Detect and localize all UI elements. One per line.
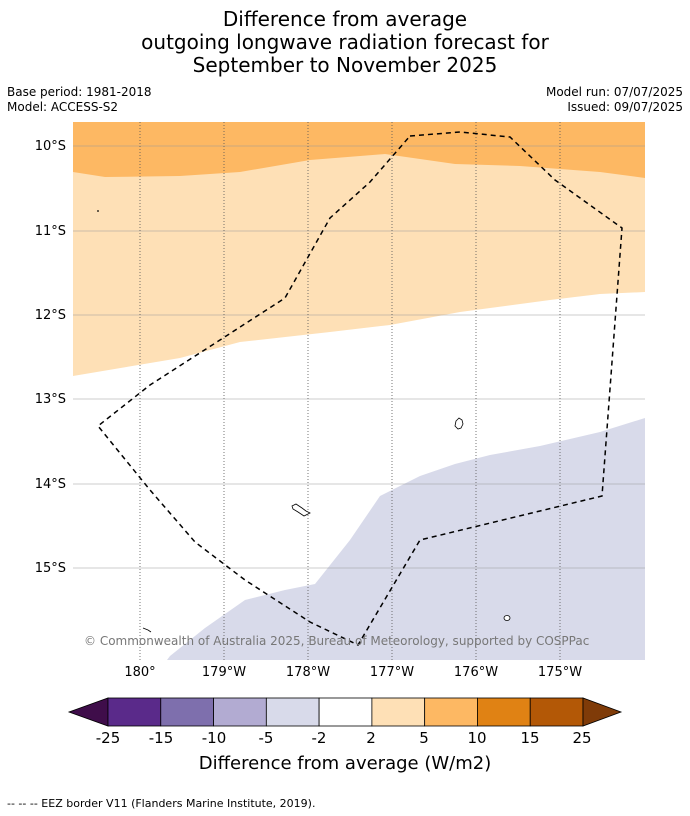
colorbar-title: Difference from average (W/m2) bbox=[198, 753, 492, 774]
island-shape bbox=[454, 417, 464, 430]
colorbar-segment bbox=[107, 697, 162, 727]
eez-border bbox=[96, 131, 623, 646]
colorbar-segment bbox=[529, 697, 584, 727]
island-shape bbox=[291, 503, 311, 517]
latitude-label: 12°S bbox=[34, 308, 66, 323]
colorbar-segment bbox=[424, 697, 478, 727]
longitude-label: 179°W bbox=[201, 665, 247, 680]
title-line-3: September to November 2025 bbox=[192, 53, 498, 77]
latitude-label: 15°S bbox=[34, 561, 66, 576]
latitude-gridlines bbox=[73, 145, 645, 569]
anomaly-region-2-to-5 bbox=[73, 122, 645, 376]
colorbar-tick-label: 2 bbox=[366, 729, 376, 747]
island-shape bbox=[503, 615, 511, 621]
colorbar-tick-label: 15 bbox=[520, 729, 540, 747]
chart-title: Difference from average outgoing longwav… bbox=[0, 8, 690, 77]
colorbar-segment bbox=[477, 697, 531, 727]
latitude-label: 13°S bbox=[34, 392, 66, 407]
model-text: Model: ACCESS-S2 bbox=[7, 100, 119, 114]
longitude-label: 176°W bbox=[453, 665, 499, 680]
colorbar-tick-label: 10 bbox=[467, 729, 487, 747]
base-period-text: Base period: 1981-2018 bbox=[7, 85, 152, 99]
colorbar-tick-label: -15 bbox=[148, 729, 174, 747]
colorbar-tick-label: 25 bbox=[572, 729, 592, 747]
colorbar-segment bbox=[265, 697, 320, 727]
island-shape bbox=[97, 210, 99, 212]
latitude-label: 10°S bbox=[34, 139, 66, 154]
colorbar-segment bbox=[213, 697, 267, 727]
colorbar-extend-low bbox=[67, 697, 109, 727]
colorbar-segment bbox=[371, 697, 426, 727]
colorbar-extend-high bbox=[582, 697, 623, 727]
title-line-1: Difference from average bbox=[222, 7, 468, 31]
colorbar-segment bbox=[160, 697, 214, 727]
meta-right: Model run: 07/07/2025 Issued: 09/07/2025 bbox=[546, 85, 683, 115]
latitude-label: 14°S bbox=[34, 477, 66, 492]
anomaly-region-minus5-to-minus2 bbox=[167, 418, 645, 660]
colorbar-tick-label: 5 bbox=[419, 729, 429, 747]
colorbar-segment bbox=[318, 697, 373, 727]
longitude-label: 177°W bbox=[369, 665, 415, 680]
colorbar-tick-label: -5 bbox=[258, 729, 274, 747]
colorbar-tick-label: -25 bbox=[95, 729, 121, 747]
model-run-text: Model run: 07/07/2025 bbox=[545, 85, 683, 99]
longitude-label: 180° bbox=[124, 665, 156, 680]
colorbar-tick-label: -2 bbox=[311, 729, 327, 747]
issued-text: Issued: 09/07/2025 bbox=[567, 100, 683, 114]
copyright-notice: © Commonwealth of Australia 2025, Bureau… bbox=[84, 634, 590, 648]
colorbar-tick-label: -10 bbox=[201, 729, 227, 747]
longitude-label: 175°W bbox=[537, 665, 583, 680]
latitude-label: 11°S bbox=[34, 224, 66, 239]
eez-footnote: -- -- -- EEZ border V11 (Flanders Marine… bbox=[7, 797, 316, 810]
meta-left: Base period: 1981-2018 Model: ACCESS-S2 bbox=[7, 85, 152, 115]
island-shape bbox=[142, 627, 152, 633]
longitude-label: 178°W bbox=[285, 665, 331, 680]
title-line-2: outgoing longwave radiation forecast for bbox=[141, 30, 549, 54]
